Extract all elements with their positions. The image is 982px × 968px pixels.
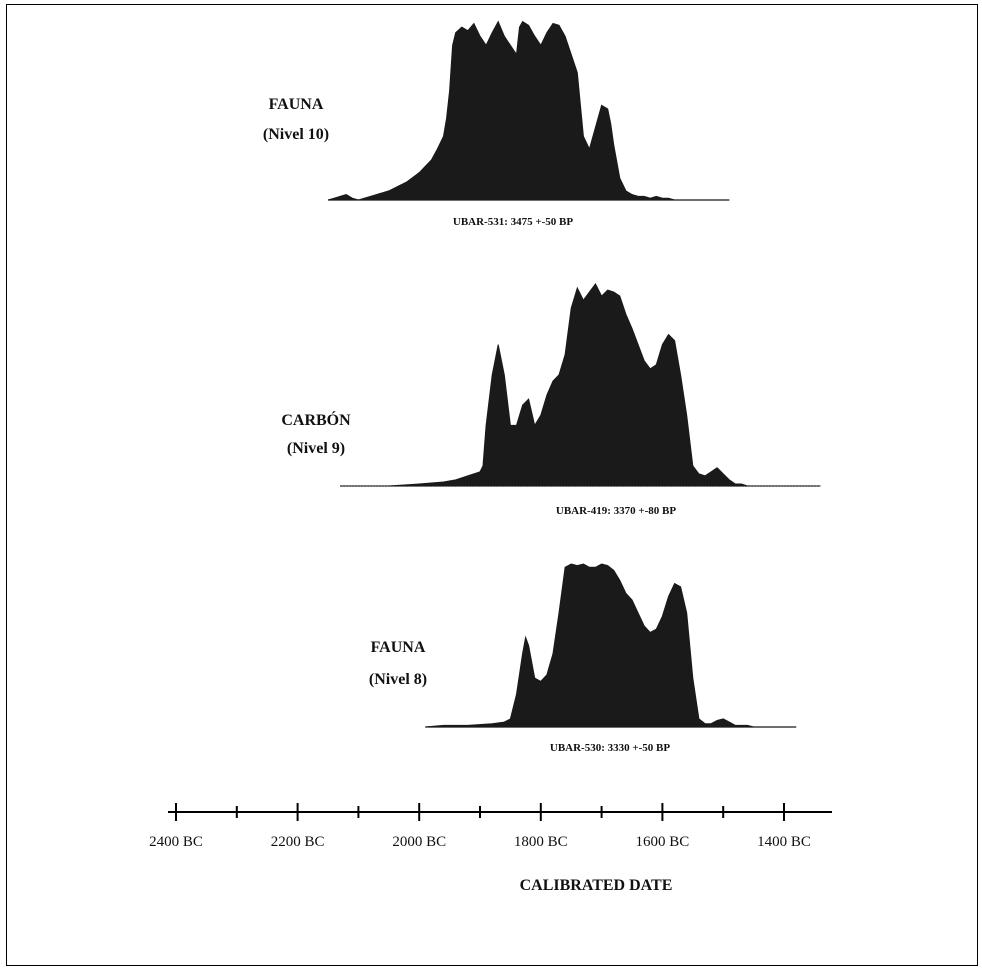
sample-caption-2: UBAR-419: 3370 +-80 BP	[556, 505, 677, 517]
x-axis: 2400 BC 2200 BC 2000 BC 1800 BC 1600 BC 1400 …	[149, 803, 832, 850]
sample-label-3-line1: FAUNA	[371, 639, 426, 656]
x-tick-label: 1800 BC	[514, 834, 568, 850]
series-1-probability-area	[327, 20, 730, 201]
sample-label-3-line2: (Nivel 8)	[369, 671, 427, 688]
sample-label-2-line1: CARBÓN	[281, 410, 351, 429]
x-tick-label: 2000 BC	[392, 834, 446, 850]
series-3-probability-area	[425, 563, 797, 728]
figure-frame	[6, 4, 978, 966]
series-2-probability-area	[340, 283, 821, 487]
sample-label-1-line1: FAUNA	[269, 96, 324, 113]
x-axis-title: CALIBRATED DATE	[520, 877, 673, 894]
sample-caption-1: UBAR-531: 3475 +-50 BP	[453, 216, 574, 228]
plots-layer	[327, 20, 821, 728]
x-tick-label: 1600 BC	[636, 834, 690, 850]
sample-label-2-line2: (Nivel 9)	[287, 440, 345, 457]
x-tick-label: 2200 BC	[271, 834, 325, 850]
x-tick-label: 1400 BC	[757, 834, 811, 850]
sample-caption-3: UBAR-530: 3330 +-50 BP	[550, 742, 671, 754]
x-tick-label: 2400 BC	[149, 834, 203, 850]
sample-label-1-line2: (Nivel 10)	[263, 126, 329, 143]
